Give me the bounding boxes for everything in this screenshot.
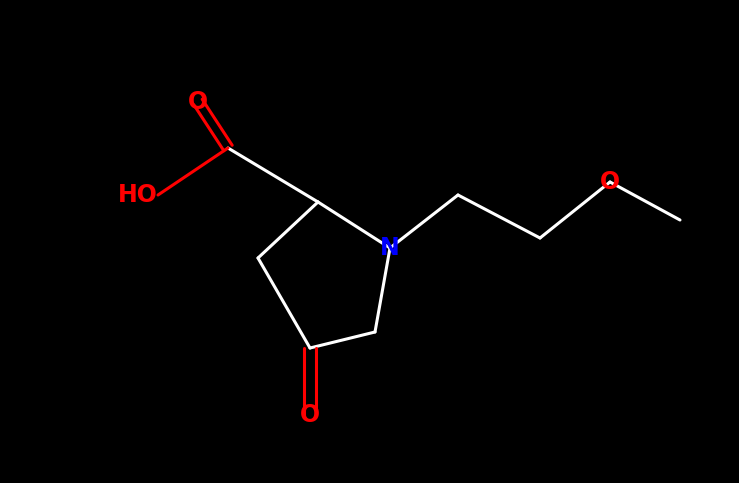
Text: O: O	[600, 170, 620, 194]
Text: O: O	[188, 90, 208, 114]
Text: N: N	[380, 236, 400, 260]
Text: HO: HO	[118, 183, 158, 207]
Text: O: O	[300, 403, 320, 427]
